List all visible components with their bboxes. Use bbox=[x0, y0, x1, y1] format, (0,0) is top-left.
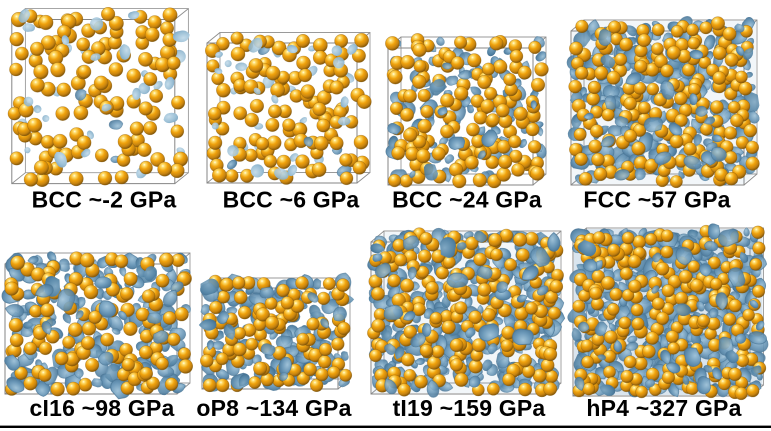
svg-text:FCC ~57 GPa: FCC ~57 GPa bbox=[583, 187, 730, 213]
svg-text:cI16 ~98 GPa: cI16 ~98 GPa bbox=[30, 395, 175, 421]
svg-text:tI19 ~159 GPa: tI19 ~159 GPa bbox=[393, 395, 546, 421]
svg-text:oP8 ~134 GPa: oP8 ~134 GPa bbox=[196, 395, 351, 421]
svg-text:BCC ~-2 GPa: BCC ~-2 GPa bbox=[32, 187, 177, 213]
svg-text:BCC ~6 GPa: BCC ~6 GPa bbox=[223, 187, 360, 213]
svg-text:hP4 ~327 GPa: hP4 ~327 GPa bbox=[586, 395, 741, 421]
svg-text:BCC ~24 GPa: BCC ~24 GPa bbox=[392, 187, 542, 213]
